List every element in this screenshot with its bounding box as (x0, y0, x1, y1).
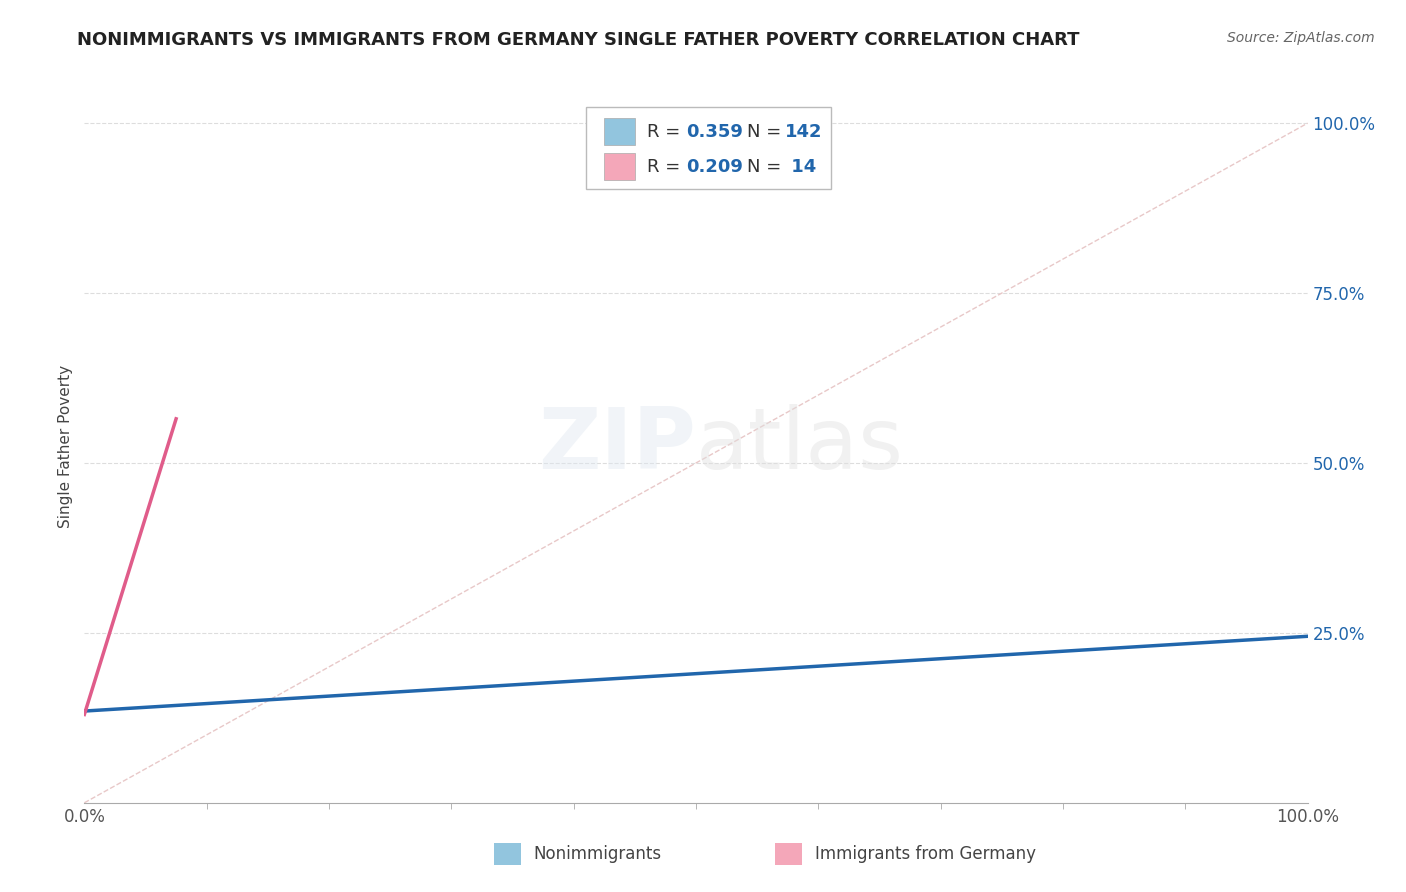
Y-axis label: Single Father Poverty: Single Father Poverty (58, 365, 73, 527)
Text: N =: N = (748, 122, 787, 141)
FancyBboxPatch shape (586, 107, 831, 189)
Text: 142: 142 (786, 122, 823, 141)
Text: 0.359: 0.359 (686, 122, 742, 141)
Text: atlas: atlas (696, 404, 904, 488)
Text: Immigrants from Germany: Immigrants from Germany (814, 846, 1036, 863)
FancyBboxPatch shape (776, 844, 803, 865)
Text: R =: R = (647, 122, 686, 141)
Text: 14: 14 (786, 158, 817, 176)
Text: Source: ZipAtlas.com: Source: ZipAtlas.com (1227, 31, 1375, 45)
FancyBboxPatch shape (605, 153, 636, 180)
Text: N =: N = (748, 158, 787, 176)
Text: R =: R = (647, 158, 686, 176)
Text: ZIP: ZIP (538, 404, 696, 488)
Text: NONIMMIGRANTS VS IMMIGRANTS FROM GERMANY SINGLE FATHER POVERTY CORRELATION CHART: NONIMMIGRANTS VS IMMIGRANTS FROM GERMANY… (77, 31, 1080, 49)
FancyBboxPatch shape (494, 844, 522, 865)
Text: 0.209: 0.209 (686, 158, 742, 176)
FancyBboxPatch shape (605, 118, 636, 145)
Text: Nonimmigrants: Nonimmigrants (533, 846, 661, 863)
